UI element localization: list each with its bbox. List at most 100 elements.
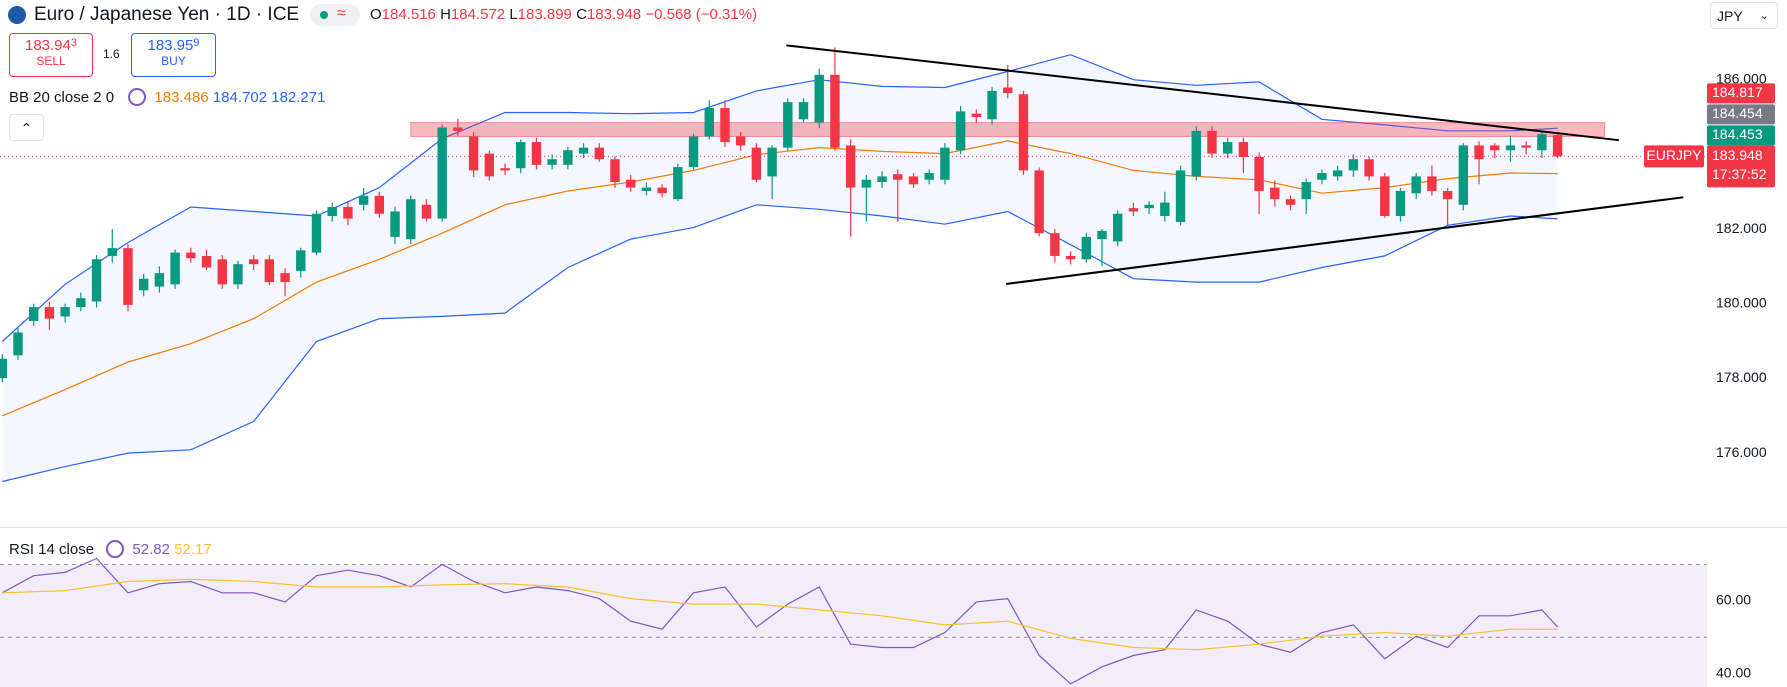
rsi-value: 52.82 <box>132 541 170 558</box>
rsi-line <box>2 578 1558 651</box>
candle-body <box>1317 173 1327 180</box>
band-fill <box>2 54 1558 482</box>
candle-body <box>610 159 620 183</box>
status-pill[interactable]: ≈ <box>310 4 360 26</box>
symbol-badge <box>1644 145 1704 168</box>
candle-body <box>60 307 70 317</box>
price-badge <box>1707 83 1775 104</box>
bb-lower-value: 182.271 <box>271 89 326 106</box>
candle-body <box>1505 145 1516 151</box>
band-middle <box>2 140 1558 417</box>
candle-body <box>138 278 149 291</box>
candle-body <box>1065 255 1076 260</box>
candle-body <box>1395 190 1406 216</box>
candle-body <box>44 307 55 319</box>
ohlc-label: C <box>576 6 587 23</box>
trend-line <box>786 44 1619 142</box>
buy-button[interactable]: 183.959 BUY <box>131 33 216 77</box>
candle-body <box>798 102 809 120</box>
y-tick-label: 186.000 <box>1716 70 1767 86</box>
last-price-badge <box>1707 145 1775 188</box>
bb-middle-value: 183.486 <box>154 89 209 106</box>
countdown-label: 17:37:52 <box>1712 166 1767 182</box>
sell-button[interactable]: 183.943 SELL <box>9 33 93 77</box>
candle-body <box>500 168 510 171</box>
high-value: 184.572 <box>450 6 506 23</box>
candle-body <box>484 153 495 177</box>
candle-body <box>1380 176 1390 216</box>
candle-body <box>201 255 212 268</box>
candle-body <box>531 142 542 165</box>
candle-body <box>1254 156 1264 191</box>
currency-selector[interactable]: JPY ⌄ <box>1710 2 1778 29</box>
rsi-legend: RSI 14 close 52.82 52.17 <box>9 540 212 558</box>
candle-body <box>673 167 683 200</box>
candle-body <box>830 74 840 148</box>
candle-body <box>924 173 934 180</box>
candle-body <box>641 187 652 191</box>
candle-body <box>971 113 982 118</box>
candle-body <box>1270 187 1280 200</box>
y-tick-label: 60.00 <box>1716 592 1751 608</box>
rsi-pane <box>0 557 1707 687</box>
candle-body <box>1411 176 1421 194</box>
rsi-legend-title: RSI 14 close <box>9 541 95 558</box>
candle-body <box>327 207 337 216</box>
price-axis: 186.000 182.000 180.000 178.000 176.000 183.9… <box>1644 70 1775 680</box>
candle-body <box>1097 230 1107 240</box>
change-value: −0.568 (−0.31%) <box>645 6 758 23</box>
candle-body <box>1050 233 1060 256</box>
candle-body <box>877 176 887 183</box>
candle-body <box>987 90 997 120</box>
y-tick-label: 180.000 <box>1716 294 1767 310</box>
refresh-icon[interactable] <box>106 540 125 558</box>
candle-body <box>437 127 447 219</box>
candle-body <box>343 207 353 219</box>
candle-body <box>91 259 102 302</box>
symbol-label: EURJPY <box>1646 147 1702 163</box>
band-upper <box>1 54 1558 342</box>
candle-body <box>248 259 259 265</box>
ohlc-label: L <box>509 6 518 23</box>
candle-body <box>186 252 196 259</box>
candle-body <box>374 195 385 214</box>
currency: JPY <box>1717 8 1743 24</box>
candle-body <box>1301 182 1311 200</box>
sell-pip: 3 <box>70 37 77 49</box>
candle-body <box>1113 213 1123 242</box>
candle-body <box>1207 130 1217 154</box>
band-lower <box>2 204 1558 483</box>
bb-upper-value: 184.702 <box>212 89 268 106</box>
sell-label: SELL <box>36 54 66 68</box>
candle-body <box>1427 176 1437 191</box>
candle-body <box>296 250 306 271</box>
collapse-button[interactable]: ⌃ <box>9 114 44 141</box>
last-price-label: 183.948 <box>1712 147 1763 163</box>
candle-body <box>1175 170 1186 222</box>
candle-body <box>280 273 290 283</box>
candle-body <box>845 145 856 188</box>
candle-body <box>516 142 526 169</box>
candle-body <box>720 108 730 143</box>
candle-body <box>704 108 714 137</box>
candle-body <box>76 298 86 308</box>
candle-body <box>390 211 400 237</box>
price-badge-label: 184.454 <box>1712 105 1763 121</box>
candle-body <box>264 259 275 283</box>
candle-body <box>154 273 165 287</box>
refresh-icon[interactable] <box>128 88 147 106</box>
candle-body <box>1003 87 1013 94</box>
buy-pip: 9 <box>193 37 200 49</box>
price-badge <box>1707 125 1775 146</box>
y-tick-label: 182.000 <box>1716 220 1767 236</box>
candle-body <box>1018 94 1029 171</box>
bb-legend: BB 20 close 2 0 183.486 184.702 182.271 <box>9 88 325 106</box>
candle-body <box>468 136 479 171</box>
candle-body <box>107 248 117 256</box>
candle-body <box>1034 170 1044 234</box>
candle-body <box>1285 199 1296 205</box>
candle-body <box>767 147 777 177</box>
candle-body <box>1348 159 1359 171</box>
